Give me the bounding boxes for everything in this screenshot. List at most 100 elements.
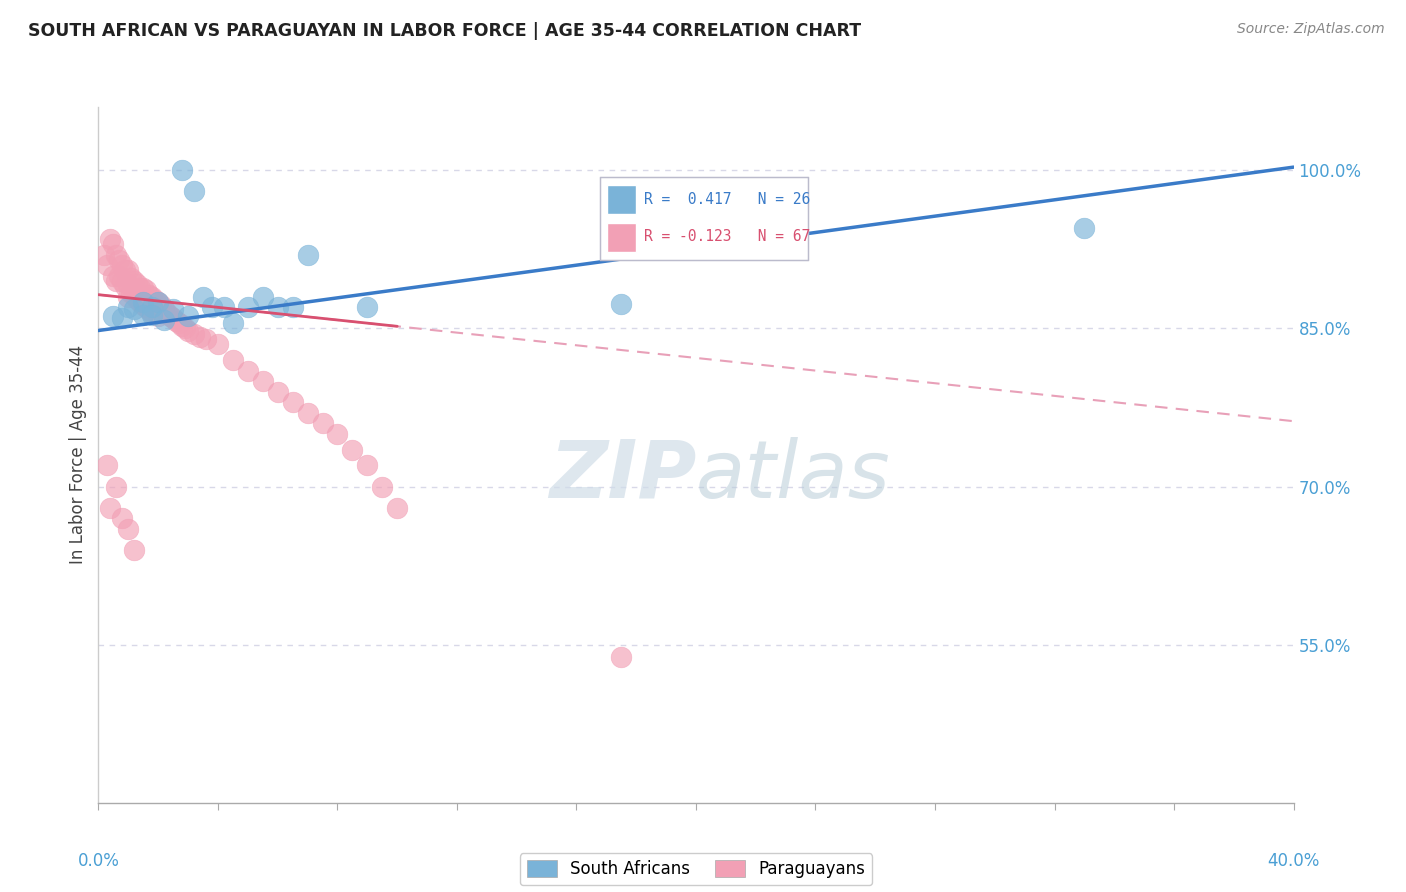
Point xyxy=(150,298,173,312)
Point xyxy=(183,326,205,341)
Point xyxy=(132,281,155,295)
Point xyxy=(188,330,211,344)
Text: 40.0%: 40.0% xyxy=(1267,852,1320,870)
Point xyxy=(124,287,146,301)
Point xyxy=(103,309,125,323)
Point xyxy=(153,313,176,327)
Bar xyxy=(606,222,636,252)
Text: R = -0.123   N = 67: R = -0.123 N = 67 xyxy=(644,229,810,244)
Point xyxy=(141,301,163,315)
Point xyxy=(297,247,319,261)
Point xyxy=(111,511,134,525)
Point xyxy=(141,305,163,319)
Point xyxy=(138,287,160,301)
Point xyxy=(236,363,259,377)
Point xyxy=(120,270,142,285)
Point xyxy=(111,310,134,325)
Point xyxy=(172,163,194,178)
Point xyxy=(105,247,128,261)
Point xyxy=(212,301,235,315)
Point xyxy=(165,314,187,328)
Point xyxy=(108,268,131,283)
Text: atlas: atlas xyxy=(696,437,891,515)
Point xyxy=(222,316,245,330)
Point xyxy=(105,274,128,288)
Point xyxy=(120,285,142,300)
Point xyxy=(138,303,160,318)
Point xyxy=(117,522,139,536)
Point xyxy=(103,268,125,283)
Point xyxy=(174,321,197,335)
Point xyxy=(342,442,364,457)
Point xyxy=(98,232,122,246)
Point xyxy=(162,310,184,325)
Point xyxy=(124,274,146,288)
Point xyxy=(132,295,155,310)
Point xyxy=(191,290,214,304)
Point xyxy=(385,500,409,515)
Point xyxy=(124,302,146,317)
Point xyxy=(96,258,118,272)
Point xyxy=(177,324,200,338)
Text: ZIP: ZIP xyxy=(548,437,696,515)
Point xyxy=(207,337,229,351)
Point xyxy=(132,298,155,312)
Point xyxy=(172,319,194,334)
Point xyxy=(143,293,166,307)
Point xyxy=(159,309,181,323)
Point xyxy=(105,479,128,493)
Point xyxy=(127,292,149,306)
Point xyxy=(103,237,125,252)
Point xyxy=(111,274,134,288)
Point xyxy=(135,301,157,315)
Legend: South Africans, Paraguayans: South Africans, Paraguayans xyxy=(520,854,872,885)
Point xyxy=(98,500,122,515)
Text: SOUTH AFRICAN VS PARAGUAYAN IN LABOR FORCE | AGE 35-44 CORRELATION CHART: SOUTH AFRICAN VS PARAGUAYAN IN LABOR FOR… xyxy=(28,22,862,40)
Point xyxy=(194,332,218,346)
Point xyxy=(108,252,131,267)
Point xyxy=(148,309,170,323)
Bar xyxy=(606,185,636,214)
Point xyxy=(610,297,633,311)
Point xyxy=(153,302,176,317)
Point xyxy=(117,301,139,315)
Y-axis label: In Labor Force | Age 35-44: In Labor Force | Age 35-44 xyxy=(69,345,87,565)
Point xyxy=(93,247,115,261)
Point xyxy=(356,301,378,315)
Point xyxy=(252,374,274,388)
Point xyxy=(1073,221,1095,235)
Point xyxy=(117,263,139,277)
Point xyxy=(183,185,205,199)
Point xyxy=(141,308,163,322)
Point xyxy=(132,308,155,322)
Point xyxy=(156,305,179,319)
Point xyxy=(129,295,152,310)
Text: Source: ZipAtlas.com: Source: ZipAtlas.com xyxy=(1237,22,1385,37)
Point xyxy=(281,301,304,315)
Point xyxy=(222,353,245,368)
Point xyxy=(610,650,633,665)
Point xyxy=(124,542,146,557)
Point xyxy=(201,301,224,315)
Text: R =  0.417   N = 26: R = 0.417 N = 26 xyxy=(644,192,810,207)
Point xyxy=(117,290,139,304)
Point xyxy=(281,395,304,409)
Point xyxy=(177,309,200,323)
Point xyxy=(114,263,136,277)
Point xyxy=(96,458,118,473)
Point xyxy=(297,406,319,420)
Point xyxy=(252,290,274,304)
Point xyxy=(311,417,333,431)
Point xyxy=(167,316,190,330)
Point xyxy=(129,281,152,295)
Point xyxy=(141,290,163,304)
Point xyxy=(267,384,290,399)
Point xyxy=(117,277,139,292)
Point xyxy=(148,295,170,310)
Point xyxy=(371,479,394,493)
Point xyxy=(127,277,149,292)
Point xyxy=(148,295,170,310)
Point xyxy=(236,301,259,315)
Point xyxy=(162,302,184,317)
Point xyxy=(111,258,134,272)
